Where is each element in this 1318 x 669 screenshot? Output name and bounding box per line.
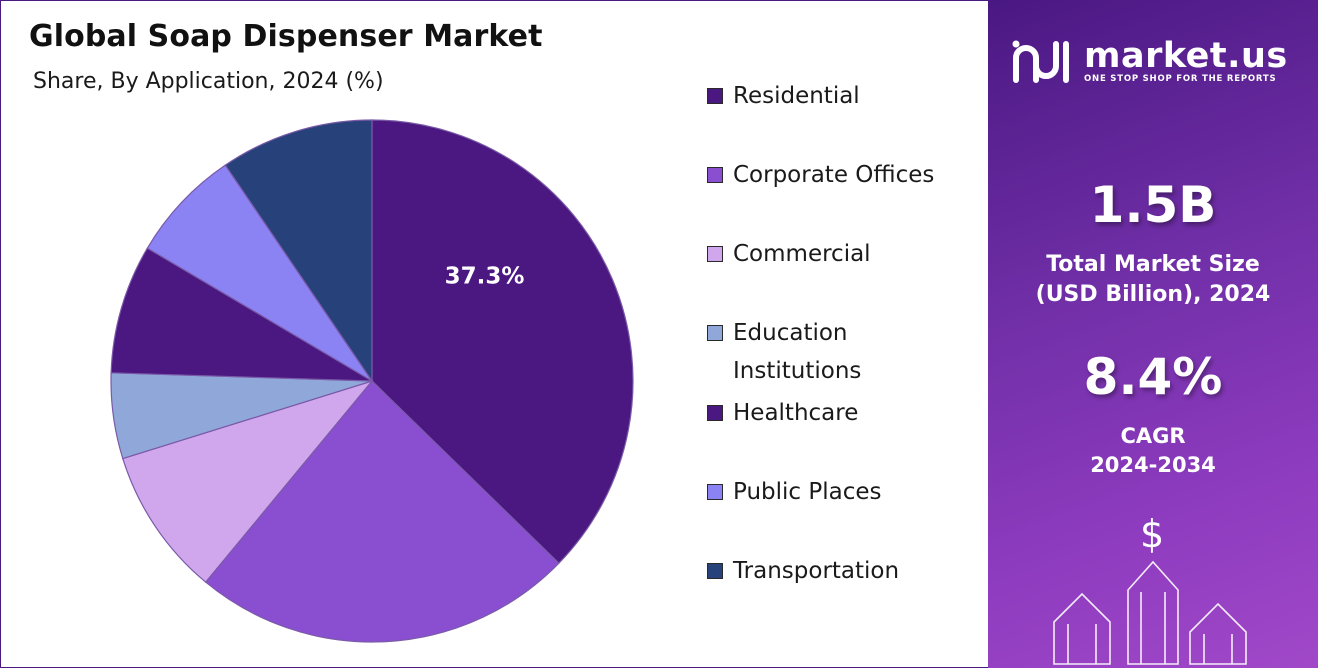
legend-swatch: [707, 484, 723, 500]
cagr-period: 2024-2034: [1090, 453, 1216, 477]
pie-chart: 37.3%: [110, 119, 634, 643]
legend-item: Public Places: [707, 477, 973, 511]
chart-legend: Residential Corporate Offices Commercial Ed…: [707, 1, 987, 669]
legend-swatch: [707, 167, 723, 183]
legend-item: Education Institutions: [707, 318, 973, 390]
chart-title: Global Soap Dispenser Market: [29, 19, 543, 54]
chart-subtitle: Share, By Application, 2024 (%): [33, 69, 384, 94]
legend-label: Education Institutions: [733, 320, 862, 384]
legend-item: Corporate Offices: [707, 160, 973, 194]
brand-logo: market.us ONE STOP SHOP FOR THE REPORTS: [1010, 36, 1288, 86]
brand-tagline: ONE STOP SHOP FOR THE REPORTS: [1084, 74, 1277, 84]
pie-slice-public-places: [146, 164, 373, 382]
legend-swatch: [707, 88, 723, 104]
growth-arrows-icon: [1053, 560, 1247, 665]
market-size-value: 1.5B: [1089, 176, 1217, 234]
legend-label: Corporate Offices: [733, 162, 935, 188]
pie-slice-corporate-offices: [204, 380, 560, 643]
legend-item: Healthcare: [707, 398, 973, 432]
legend-item: Commercial: [707, 239, 973, 273]
legend-label: Healthcare: [733, 400, 859, 426]
cagr-label: CAGR: [1120, 424, 1186, 448]
legend-label: Residential: [733, 83, 860, 109]
legend-label: Public Places: [733, 479, 882, 505]
stats-panel: market.us ONE STOP SHOP FOR THE REPORTS …: [988, 0, 1318, 668]
market-us-logo-icon: [1012, 40, 1069, 83]
pie-slice-healthcare: [110, 247, 373, 382]
market-size-label-line2: (USD Billion), 2024: [1035, 282, 1271, 307]
legend-swatch: [707, 246, 723, 262]
legend-swatch: [707, 325, 723, 341]
legend-label: Transportation: [733, 558, 900, 584]
market-size-label-line1: Total Market Size: [1046, 252, 1260, 277]
legend-item: Transportation: [707, 556, 973, 590]
legend-label: Commercial: [733, 241, 871, 267]
legend-item: Residential: [707, 81, 973, 115]
pie-slice-transportation: [224, 119, 373, 383]
data-label: 37.3%: [445, 264, 525, 290]
dollar-icon: $: [1140, 512, 1165, 556]
legend-swatch: [707, 563, 723, 579]
brand-name: market.us: [1084, 36, 1288, 76]
legend-swatch: [707, 405, 723, 421]
cagr-value: 8.4%: [1083, 348, 1223, 406]
chart-panel: Global Soap Dispenser Market Share, By A…: [1, 1, 987, 667]
pie-slice-residential: [371, 119, 634, 565]
pie-slice-commercial: [122, 379, 374, 583]
